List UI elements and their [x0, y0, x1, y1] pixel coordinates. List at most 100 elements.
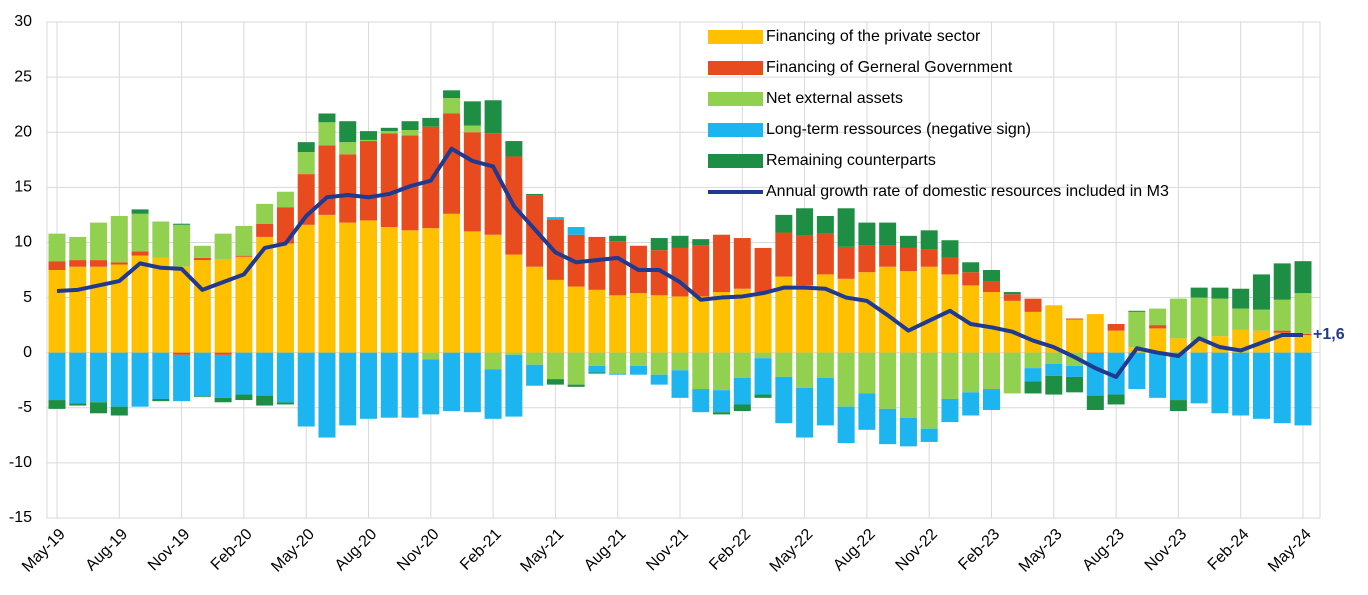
x-tick-label: May-22 — [767, 526, 817, 576]
bar-segment — [505, 141, 523, 157]
bar-segment — [837, 208, 855, 247]
bar-segment — [1045, 363, 1063, 376]
bar-segment — [1003, 294, 1021, 301]
bar-segment — [1024, 311, 1042, 353]
bar-segment — [588, 289, 606, 353]
bar-segment — [983, 389, 1000, 410]
bar-segment — [256, 352, 274, 396]
bar-segment — [422, 228, 440, 353]
bar-segment — [463, 352, 481, 413]
bar-segment — [422, 359, 440, 415]
bar-segment — [1128, 311, 1146, 348]
x-tick-label: Nov-22 — [893, 526, 942, 575]
bar-segment — [733, 352, 751, 379]
bar-segment — [360, 141, 377, 221]
bar-segment — [733, 238, 751, 289]
bar-segment — [588, 352, 606, 366]
bar-segment — [152, 221, 170, 258]
bar-segment — [1149, 325, 1167, 329]
bar-segment — [173, 266, 191, 353]
legend-swatch — [708, 61, 763, 75]
bar-segment — [422, 117, 440, 127]
y-tick-label: -5 — [18, 399, 32, 416]
bar-segment — [484, 100, 502, 134]
bar-segment — [962, 392, 980, 416]
bar-segment — [1232, 352, 1250, 416]
bar-segment — [920, 428, 938, 442]
bar-segment — [775, 214, 793, 233]
legend-swatch — [708, 30, 763, 44]
bar-segment — [692, 352, 710, 390]
bar-segment — [920, 249, 938, 267]
bar-segment — [1149, 352, 1167, 398]
bar-segment — [1045, 352, 1063, 364]
bar-segment — [588, 365, 606, 373]
bar-segment — [131, 251, 149, 256]
bar-segment — [796, 208, 814, 236]
bar-segment — [443, 352, 461, 412]
bar-segment — [131, 255, 149, 353]
bar-segment — [983, 270, 1000, 282]
bar-segment — [899, 352, 917, 418]
bar-segment — [1252, 274, 1270, 310]
x-tick-label: Nov-20 — [394, 526, 443, 575]
bar-segment — [443, 98, 461, 114]
bar-segment — [256, 223, 274, 237]
bar-segment — [546, 279, 564, 353]
bar-segment — [1086, 314, 1104, 353]
bar-segment — [1086, 395, 1104, 410]
bar-segment — [131, 213, 149, 252]
bar-segment — [1066, 376, 1084, 393]
bar-segment — [1232, 308, 1250, 330]
bar-segment — [1128, 310, 1146, 312]
bar-segment — [1211, 298, 1229, 337]
bar-segment — [1252, 309, 1270, 331]
bar-segment — [588, 372, 606, 374]
legend-label: Financing of Gerneral Government — [766, 59, 1013, 76]
x-tick-label: Nov-21 — [643, 526, 692, 575]
bar-segment — [380, 127, 398, 132]
bar-segment — [235, 394, 253, 401]
bar-segment — [422, 352, 440, 360]
bar-segment — [339, 352, 357, 426]
legend-swatch — [708, 92, 763, 106]
line — [56, 146, 1303, 379]
bar-segment — [1045, 375, 1063, 395]
bar-segment — [1107, 394, 1125, 405]
bar-segment — [90, 222, 108, 261]
bar-segment — [463, 101, 481, 126]
legend-swatch — [708, 154, 763, 168]
bar-segment — [360, 139, 377, 142]
bar-segment — [692, 245, 710, 297]
bar-segment — [629, 365, 647, 375]
bar-segment — [1003, 352, 1021, 394]
bar-segment — [360, 131, 377, 140]
bar-segment — [775, 276, 793, 353]
bar-segment — [526, 352, 544, 365]
bar-segment — [1149, 328, 1167, 353]
bar-segment — [339, 154, 357, 223]
bar-segment — [484, 133, 502, 235]
bar-segment — [567, 384, 585, 387]
bar-segment — [609, 241, 627, 296]
y-tick-label: 25 — [14, 68, 32, 85]
bar-segment — [754, 247, 772, 293]
bar-segment — [962, 262, 980, 273]
x-tick-label: Feb-24 — [1205, 526, 1253, 574]
x-tick-label: Aug-23 — [1079, 526, 1128, 575]
bar-segment — [1128, 352, 1146, 390]
bar-segment — [173, 354, 191, 402]
bar-segment — [588, 236, 606, 290]
bar-segment — [962, 352, 980, 393]
bar-segment — [318, 352, 336, 438]
bar-segment — [526, 364, 544, 386]
bar-segment — [173, 352, 191, 355]
bar-segment — [1294, 261, 1312, 294]
bar-segment — [920, 230, 938, 250]
bar-segment — [69, 403, 87, 406]
bar-segment — [1294, 352, 1312, 426]
bar-segment — [193, 245, 211, 258]
bar-segment — [110, 352, 128, 407]
bar-segment — [401, 121, 419, 131]
bar-segment — [339, 121, 357, 143]
